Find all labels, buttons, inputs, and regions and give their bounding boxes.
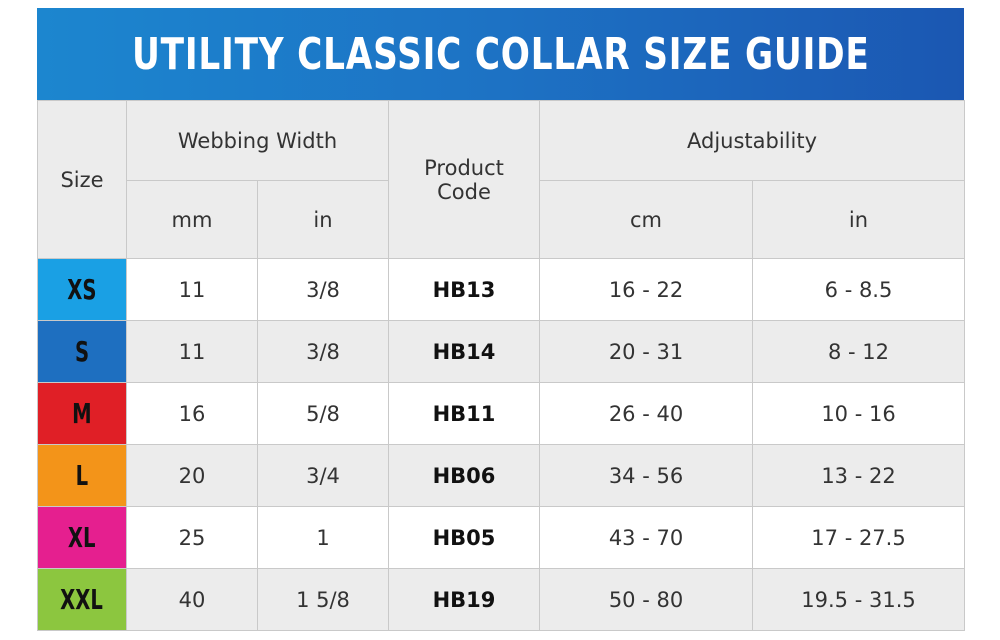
size-badge-xl: XL	[37, 506, 127, 569]
webbing-in-cell: 3/8	[257, 320, 389, 383]
webbing-in-cell: 3/4	[257, 444, 389, 507]
table-row: XS 11 3/8 HB13 16 - 22 6 - 8.5	[37, 258, 966, 321]
title-banner: UTILITY CLASSIC COLLAR SIZE GUIDE	[37, 8, 964, 100]
adjust-in-cell: 6 - 8.5	[751, 258, 966, 321]
adjust-cm-cell: 50 - 80	[539, 568, 753, 631]
adjust-in-cell: 17 - 27.5	[751, 506, 966, 569]
size-badge-m: M	[37, 382, 127, 445]
size-badge-xs: XS	[37, 258, 127, 321]
table-row: XL 25 1 HB05 43 - 70 17 - 27.5	[37, 506, 966, 569]
adjust-cm-cell: 26 - 40	[539, 382, 753, 445]
adjust-in-cell: 19.5 - 31.5	[751, 568, 966, 631]
header-cm: cm	[539, 180, 753, 259]
product-code-cell: HB06	[388, 444, 540, 507]
webbing-in-cell: 1	[257, 506, 389, 569]
webbing-mm-cell: 40	[126, 568, 258, 631]
header-mm: mm	[126, 180, 258, 259]
adjust-cm-cell: 16 - 22	[539, 258, 753, 321]
adjust-cm-cell: 43 - 70	[539, 506, 753, 569]
product-code-cell: HB11	[388, 382, 540, 445]
table-row: S 11 3/8 HB14 20 - 31 8 - 12	[37, 320, 966, 383]
webbing-in-cell: 5/8	[257, 382, 389, 445]
webbing-in-cell: 1 5/8	[257, 568, 389, 631]
size-table: Size Webbing Width Product Code Adjustab…	[37, 100, 966, 631]
table-row: L 20 3/4 HB06 34 - 56 13 - 22	[37, 444, 966, 507]
size-label: S	[74, 335, 90, 368]
product-code-cell: HB14	[388, 320, 540, 383]
header-product-code-line2: Code	[437, 179, 491, 204]
webbing-mm-cell: 16	[126, 382, 258, 445]
webbing-mm-cell: 11	[126, 258, 258, 321]
table-row: M 16 5/8 HB11 26 - 40 10 - 16	[37, 382, 966, 445]
header-product-code-line1: Product	[424, 155, 504, 180]
header-in-adjust: in	[751, 180, 966, 259]
adjust-in-cell: 13 - 22	[751, 444, 966, 507]
header-webbing-width: Webbing Width	[126, 100, 389, 181]
size-label: L	[75, 459, 89, 492]
size-label: XS	[67, 273, 97, 306]
webbing-in-cell: 3/8	[257, 258, 389, 321]
product-code-cell: HB13	[388, 258, 540, 321]
webbing-mm-cell: 11	[126, 320, 258, 383]
size-badge-xxl: XXL	[37, 568, 127, 631]
size-badge-s: S	[37, 320, 127, 383]
header-adjustability: Adjustability	[538, 100, 966, 181]
product-code-cell: HB05	[388, 506, 540, 569]
webbing-mm-cell: 25	[126, 506, 258, 569]
adjust-cm-cell: 34 - 56	[539, 444, 753, 507]
adjust-cm-cell: 20 - 31	[539, 320, 753, 383]
webbing-mm-cell: 20	[126, 444, 258, 507]
size-label: M	[72, 397, 92, 430]
header-size: Size	[37, 100, 127, 259]
header-product-code: Product Code	[388, 100, 540, 259]
size-label: XL	[68, 521, 96, 554]
size-guide: UTILITY CLASSIC COLLAR SIZE GUIDE Size W…	[37, 8, 966, 631]
size-label: XXL	[60, 583, 104, 616]
adjust-in-cell: 8 - 12	[751, 320, 966, 383]
header-in-webbing: in	[257, 180, 389, 259]
product-code-cell: HB19	[388, 568, 540, 631]
page-title: UTILITY CLASSIC COLLAR SIZE GUIDE	[131, 28, 870, 80]
adjust-in-cell: 10 - 16	[751, 382, 966, 445]
size-badge-l: L	[37, 444, 127, 507]
table-row: XXL 40 1 5/8 HB19 50 - 80 19.5 - 31.5	[37, 568, 966, 631]
